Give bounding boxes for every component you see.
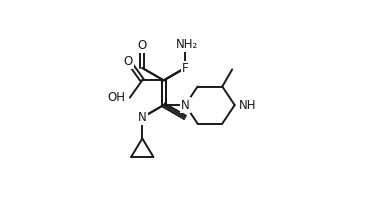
Text: N: N bbox=[181, 98, 190, 112]
Text: O: O bbox=[124, 55, 133, 68]
Text: OH: OH bbox=[108, 91, 126, 104]
Text: O: O bbox=[138, 39, 147, 52]
Text: F: F bbox=[182, 62, 189, 75]
Text: NH: NH bbox=[239, 98, 256, 112]
Text: NH₂: NH₂ bbox=[176, 38, 198, 51]
Text: N: N bbox=[138, 111, 147, 124]
